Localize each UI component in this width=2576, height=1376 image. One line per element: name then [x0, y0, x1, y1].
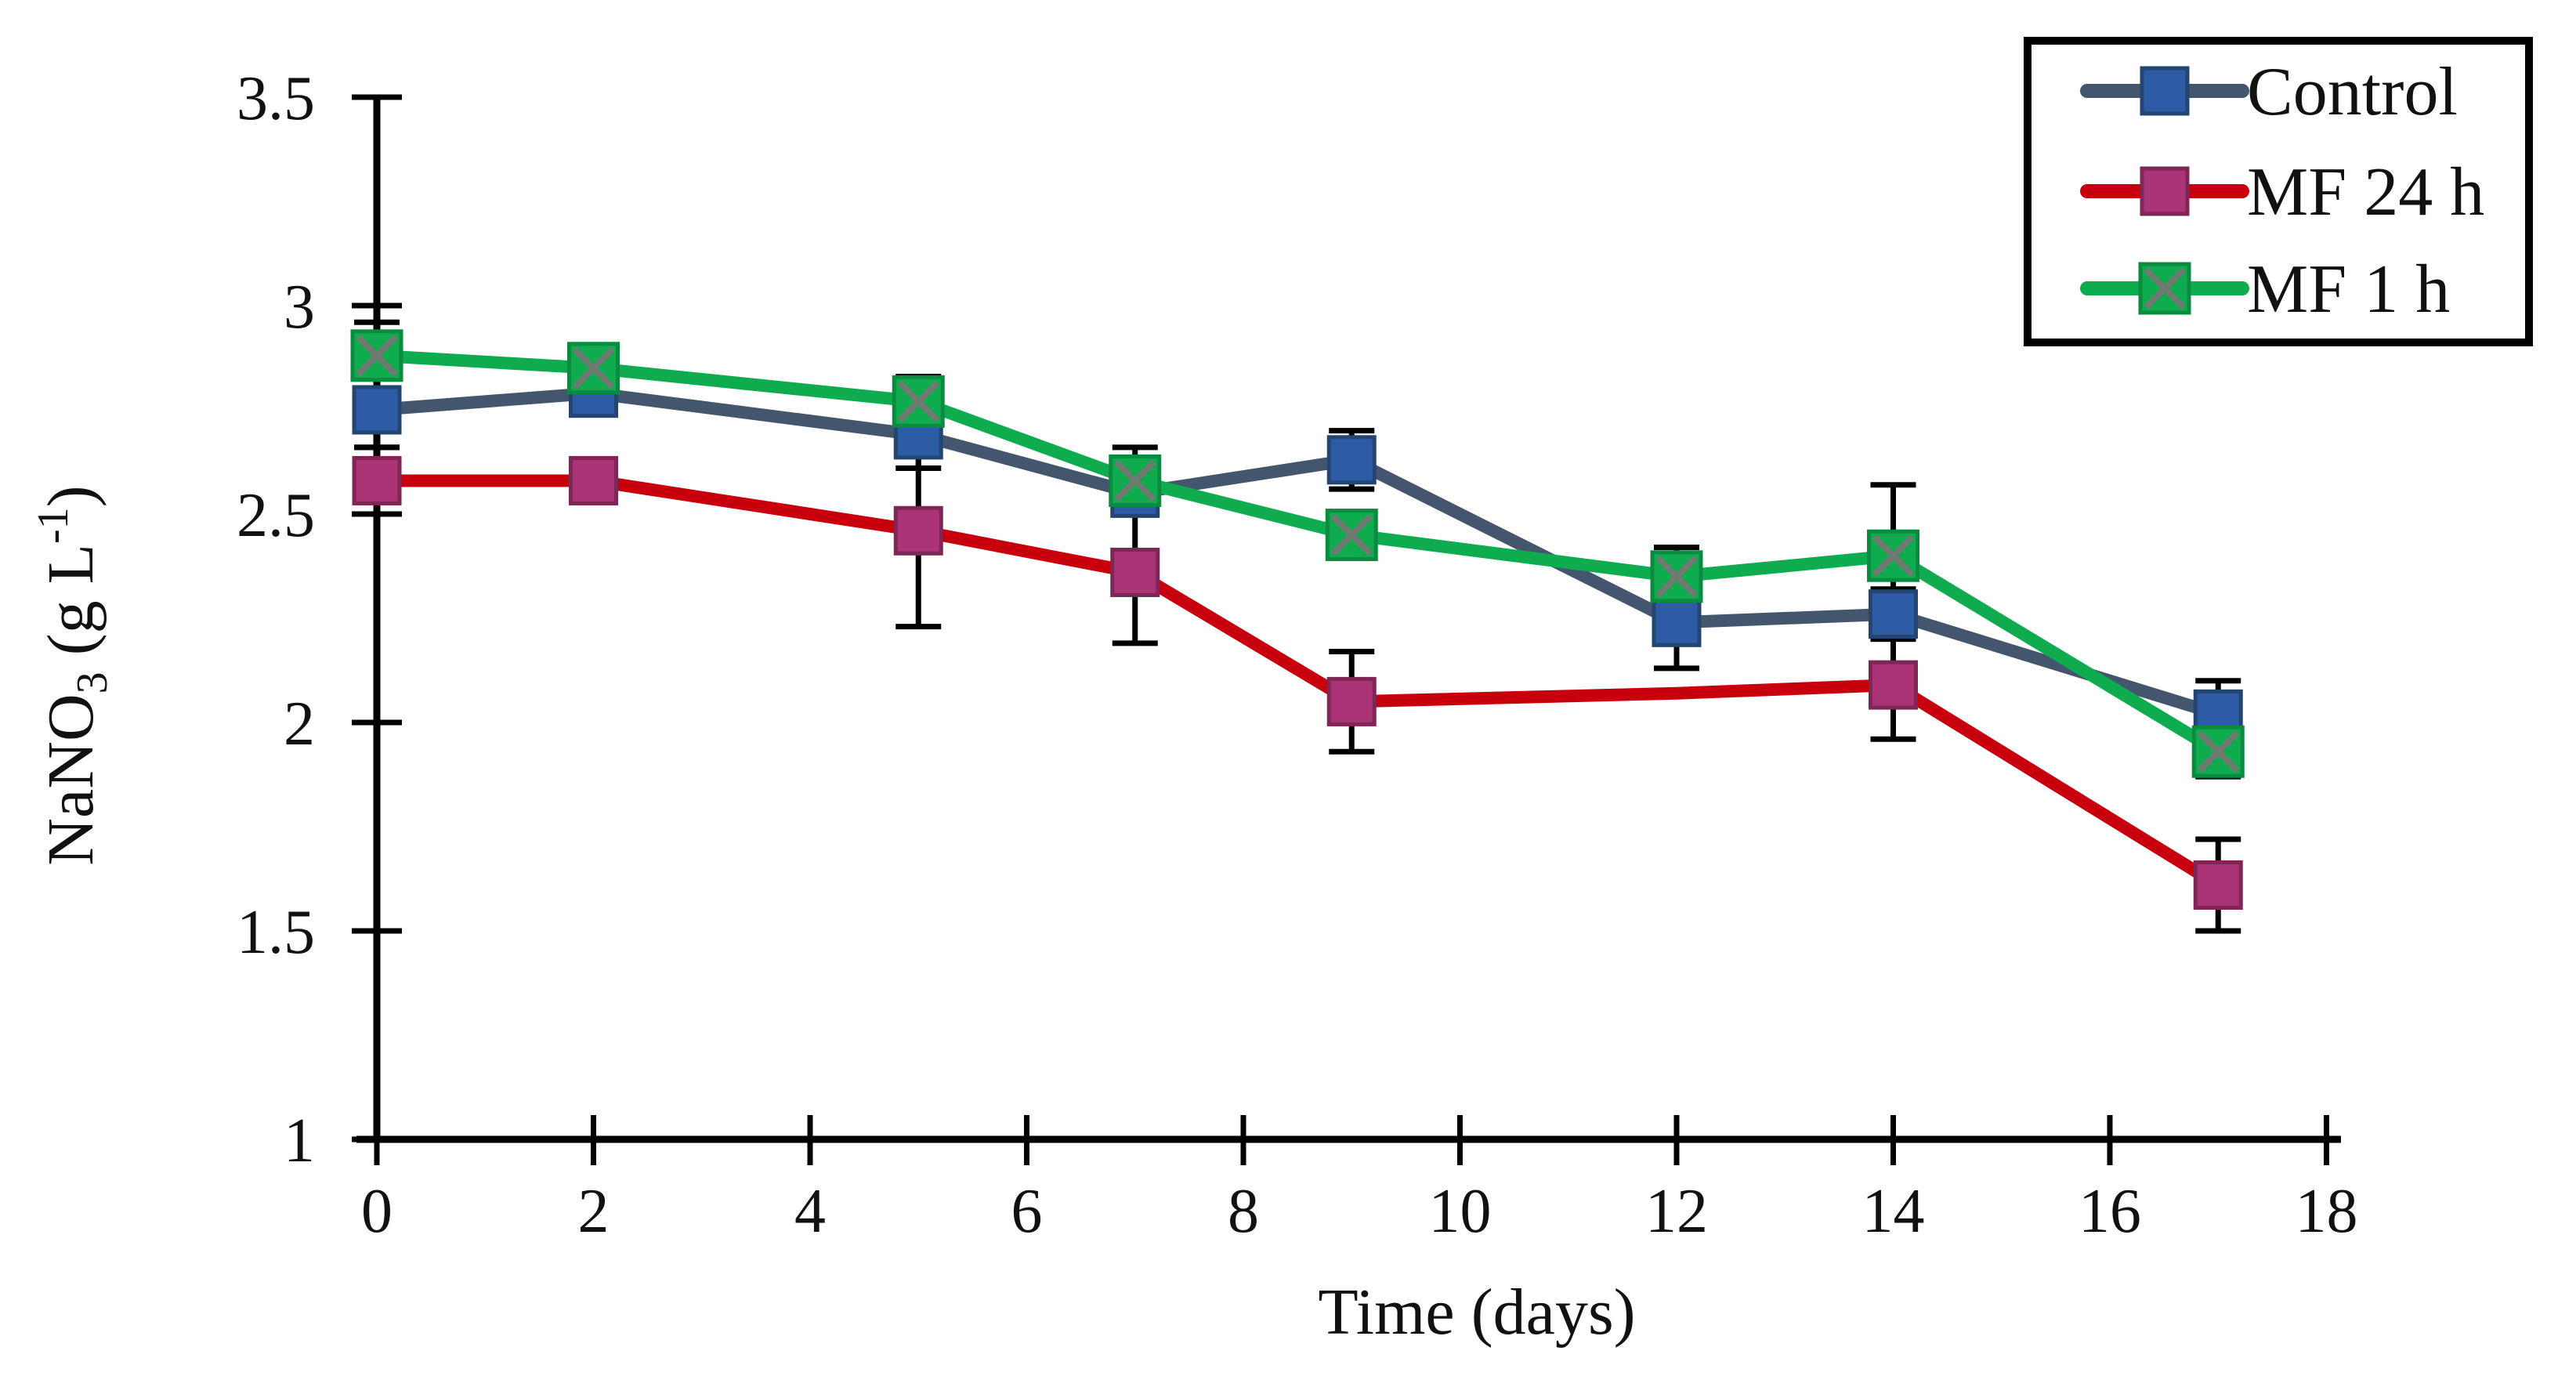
marker-s2-d0 [350, 329, 403, 382]
marker-s0-d0 [352, 385, 402, 435]
marker-square [1869, 589, 1918, 639]
series-line-0 [371, 386, 2225, 721]
marker-square [1326, 676, 1377, 726]
legend: Control MF 24 h MF 1 h [2024, 37, 2533, 346]
marker-square [569, 455, 618, 505]
y-tick-label: 3 [284, 273, 315, 342]
marker-s1-d17 [2193, 860, 2243, 910]
marker-s1-d9 [1326, 676, 1377, 726]
marker-square [352, 455, 402, 505]
series-line-2 [371, 349, 2225, 759]
y-tick-label: 2 [284, 690, 315, 759]
marker-s2-d14 [1867, 529, 1919, 582]
marker-s2-d7 [1109, 454, 1162, 507]
marker-square [1869, 660, 1918, 710]
x-axis-title: Time (days) [1318, 1276, 1635, 1349]
marker-s2-d17 [2191, 725, 2245, 778]
legend-entry: MF 1 h [2080, 252, 2450, 328]
x-tick-label: 14 [1862, 1177, 1925, 1246]
x-tick-label: 18 [2296, 1177, 2358, 1246]
y-tick-label: 2.5 [237, 481, 315, 550]
series-line-1 [371, 474, 2225, 892]
marker-s2-d12 [1650, 550, 1703, 603]
legend-marker [2140, 166, 2190, 216]
x-tick-label: 4 [794, 1177, 826, 1246]
marker-x-stroke [2144, 267, 2186, 310]
legend-label: MF 1 h [2247, 252, 2450, 328]
legend-label: MF 24 h [2247, 154, 2484, 230]
marker-s1-d5 [893, 505, 943, 556]
x-tick-label: 2 [578, 1177, 610, 1246]
legend-marker [2140, 66, 2190, 116]
x-tick-label: 12 [1645, 1177, 1708, 1246]
x-tick-label: 6 [1011, 1177, 1043, 1246]
marker-x-stroke [1330, 513, 1373, 556]
marker-x-stroke [572, 346, 615, 389]
marker-square [352, 385, 402, 435]
marker-s1-d7 [1110, 547, 1160, 597]
legend-marker [2138, 262, 2191, 315]
legend-entry: Control [2080, 54, 2458, 130]
legend-entry: MF 24 h [2080, 154, 2484, 230]
marker-x-stroke [356, 335, 398, 377]
marker-square [2140, 66, 2190, 116]
marker-square [2140, 166, 2190, 216]
marker-square [1326, 435, 1377, 485]
marker-s1-d14 [1869, 660, 1918, 710]
x-tick-label: 8 [1228, 1177, 1259, 1246]
marker-x-stroke [1872, 534, 1915, 578]
x-tick-label: 0 [361, 1177, 393, 1246]
marker-x-stroke [1113, 459, 1156, 502]
marker-x-stroke [2197, 730, 2240, 773]
marker-s1-d2 [569, 455, 618, 505]
x-tick-label: 10 [1429, 1177, 1492, 1246]
y-tick-label: 1 [284, 1106, 315, 1175]
marker-s1-d0 [352, 455, 402, 505]
marker-x-stroke [897, 380, 940, 423]
marker-s2-d5 [892, 375, 945, 428]
y-axis-title: NaNO3 (g L-1) [29, 485, 117, 865]
marker-square [1110, 547, 1160, 597]
marker-x-stroke [1655, 555, 1698, 598]
marker-s0-d9 [1326, 435, 1377, 485]
y-tick-label: 3.5 [237, 64, 315, 133]
marker-s2-d9 [1325, 509, 1378, 562]
x-tick-label: 16 [2079, 1177, 2141, 1246]
marker-square [893, 505, 943, 556]
marker-square [1652, 597, 1702, 647]
marker-square [2193, 860, 2243, 910]
marker-s0-d14 [1869, 589, 1918, 639]
y-tick-label: 1.5 [237, 898, 315, 967]
legend-label: Control [2247, 54, 2458, 130]
marker-s2-d2 [567, 342, 620, 395]
marker-s0-d12 [1652, 597, 1702, 647]
